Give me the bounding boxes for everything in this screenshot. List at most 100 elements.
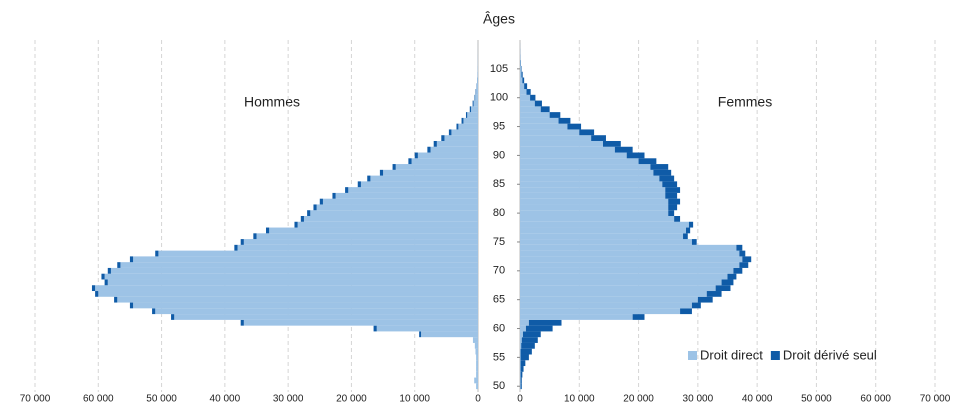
- bar: [520, 291, 707, 297]
- bar: [158, 250, 478, 257]
- bar: [253, 233, 257, 240]
- bar: [520, 158, 639, 165]
- bar: [522, 331, 541, 338]
- y-tick-label: 75: [493, 236, 505, 248]
- bar: [520, 366, 524, 372]
- bar: [520, 285, 716, 292]
- bar: [526, 89, 531, 95]
- bar: [520, 348, 521, 355]
- bar: [736, 244, 743, 251]
- bar: [665, 192, 678, 199]
- bar: [237, 244, 478, 251]
- bar: [727, 273, 737, 280]
- bar: [558, 117, 571, 124]
- bar: [521, 342, 535, 349]
- bar: [521, 71, 523, 78]
- bar: [463, 117, 478, 124]
- bar: [520, 146, 615, 153]
- bar: [477, 77, 478, 84]
- bar: [303, 216, 478, 222]
- bar: [476, 360, 478, 367]
- bar: [370, 175, 478, 182]
- bar: [520, 244, 737, 251]
- bar: [668, 204, 678, 211]
- bar: [520, 366, 521, 372]
- bar: [476, 383, 478, 390]
- bar: [467, 112, 478, 118]
- bar: [691, 239, 697, 245]
- bar: [133, 302, 479, 309]
- bar: [520, 354, 529, 361]
- bar: [520, 210, 669, 216]
- y-tick-label: 65: [493, 294, 505, 306]
- x-tick-label: 70 000: [920, 394, 951, 405]
- bar: [474, 377, 478, 384]
- bar: [520, 227, 686, 234]
- bar: [733, 267, 743, 274]
- bar: [520, 77, 523, 84]
- bar: [98, 291, 479, 297]
- y-tick-label: 55: [493, 351, 505, 363]
- bar: [476, 371, 478, 378]
- bar: [520, 192, 666, 199]
- bar: [171, 314, 175, 320]
- bar: [472, 100, 474, 107]
- bar: [307, 210, 311, 216]
- x-tick-label: 10 000: [564, 394, 595, 405]
- bar: [520, 100, 535, 107]
- y-tick-label: 85: [493, 178, 505, 190]
- bar: [476, 354, 478, 361]
- bar: [414, 152, 418, 159]
- x-tick-label: 40 000: [742, 394, 773, 405]
- bar: [345, 187, 349, 193]
- bar: [525, 325, 553, 332]
- bar: [110, 267, 478, 274]
- legend-label: Droit direct: [700, 347, 763, 362]
- bar: [721, 279, 734, 286]
- y-tick-label: 80: [493, 207, 505, 219]
- bar: [659, 175, 675, 182]
- y-tick-label: 95: [493, 120, 505, 132]
- bar: [520, 129, 580, 136]
- bar: [520, 267, 734, 274]
- bar: [567, 123, 582, 130]
- bar: [379, 169, 384, 176]
- bar: [520, 112, 550, 118]
- bar: [603, 140, 621, 147]
- bar: [706, 291, 722, 297]
- bar: [520, 337, 522, 343]
- bar: [465, 112, 468, 118]
- x-tick-label: 50 000: [801, 394, 832, 405]
- bar: [265, 227, 270, 234]
- bar: [469, 106, 472, 113]
- bar: [322, 198, 478, 205]
- bar: [419, 331, 422, 338]
- bar: [742, 256, 752, 263]
- bar: [520, 371, 521, 378]
- bar: [475, 94, 478, 101]
- bar: [520, 302, 692, 309]
- bar: [520, 377, 522, 384]
- bar: [243, 319, 478, 326]
- bar: [520, 71, 522, 78]
- bar: [240, 319, 244, 326]
- bar: [474, 342, 478, 349]
- bar: [95, 285, 478, 292]
- bar: [520, 94, 531, 101]
- y-tick-label: 100: [490, 92, 508, 104]
- bar: [520, 135, 592, 141]
- bar: [739, 250, 746, 257]
- bar: [520, 383, 522, 390]
- bar: [520, 65, 521, 72]
- women-label: Femmes: [718, 94, 772, 110]
- bar: [117, 262, 121, 268]
- y-tick-label: 60: [493, 322, 505, 334]
- bar: [473, 100, 478, 107]
- bar: [520, 140, 603, 147]
- bar: [520, 83, 525, 90]
- bar: [530, 94, 536, 101]
- x-tick-label: 40 000: [210, 394, 241, 405]
- bar: [686, 227, 691, 234]
- bar: [417, 152, 478, 159]
- bar: [520, 354, 521, 361]
